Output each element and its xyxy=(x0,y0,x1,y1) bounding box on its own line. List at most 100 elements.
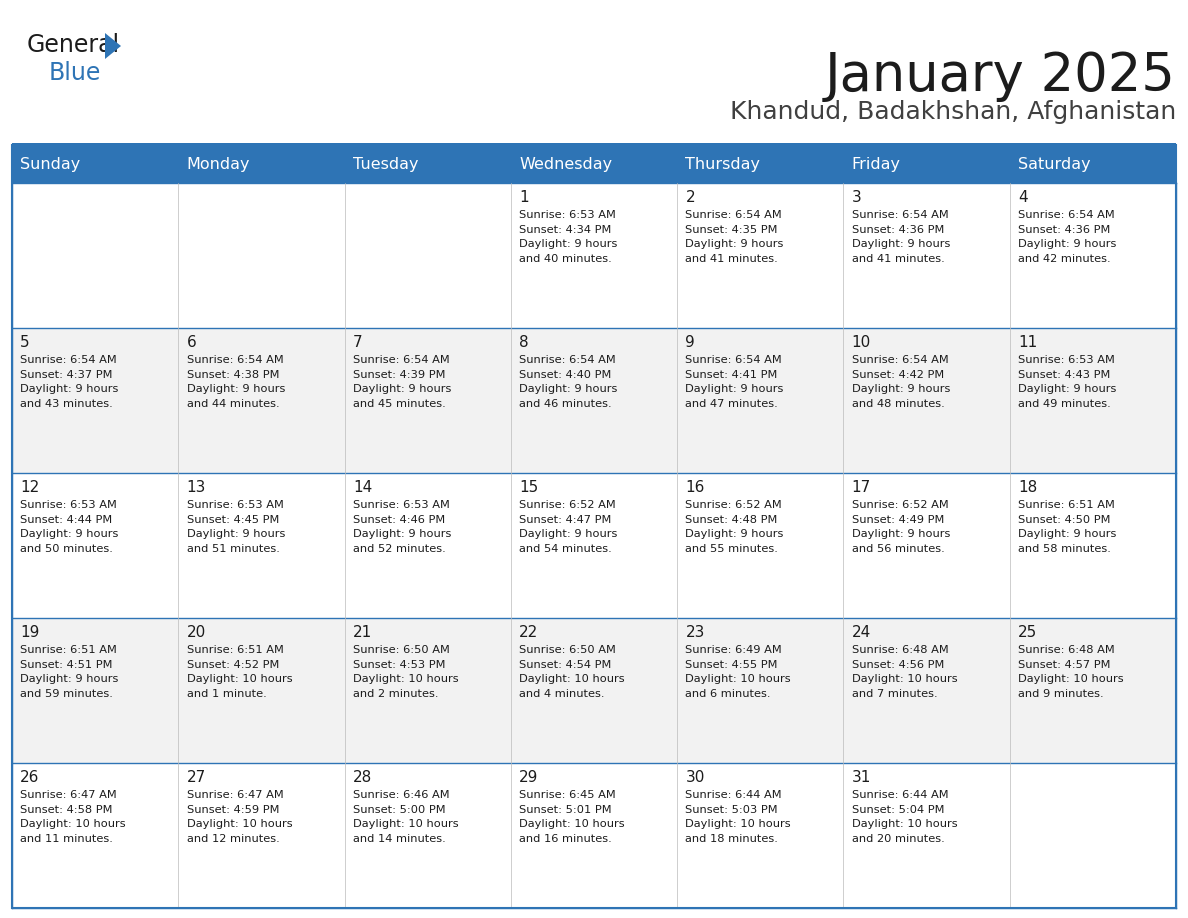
Text: Sunset: 5:00 PM: Sunset: 5:00 PM xyxy=(353,805,446,815)
Bar xyxy=(12,473,1176,618)
Text: Sunset: 4:52 PM: Sunset: 4:52 PM xyxy=(187,660,279,670)
Text: Daylight: 9 hours: Daylight: 9 hours xyxy=(852,240,950,250)
Text: and 6 minutes.: and 6 minutes. xyxy=(685,688,771,699)
Text: 8: 8 xyxy=(519,335,529,351)
Text: 6: 6 xyxy=(187,335,196,351)
Text: and 56 minutes.: and 56 minutes. xyxy=(852,543,944,554)
Text: January 2025: January 2025 xyxy=(826,50,1176,102)
Text: Daylight: 9 hours: Daylight: 9 hours xyxy=(187,385,285,394)
Text: Sunset: 4:36 PM: Sunset: 4:36 PM xyxy=(1018,225,1111,235)
Text: Sunset: 5:03 PM: Sunset: 5:03 PM xyxy=(685,805,778,815)
Text: 24: 24 xyxy=(852,625,871,640)
Text: Sunrise: 6:54 AM: Sunrise: 6:54 AM xyxy=(852,355,948,365)
Text: Sunrise: 6:54 AM: Sunrise: 6:54 AM xyxy=(187,355,284,365)
Text: and 4 minutes.: and 4 minutes. xyxy=(519,688,605,699)
Text: and 50 minutes.: and 50 minutes. xyxy=(20,543,113,554)
Text: Thursday: Thursday xyxy=(685,156,760,172)
Text: Sunset: 4:41 PM: Sunset: 4:41 PM xyxy=(685,370,778,380)
Text: Sunset: 4:55 PM: Sunset: 4:55 PM xyxy=(685,660,778,670)
Text: Sunrise: 6:54 AM: Sunrise: 6:54 AM xyxy=(353,355,449,365)
Text: and 9 minutes.: and 9 minutes. xyxy=(1018,688,1104,699)
Text: Sunrise: 6:54 AM: Sunrise: 6:54 AM xyxy=(852,210,948,220)
Text: and 55 minutes.: and 55 minutes. xyxy=(685,543,778,554)
Text: Blue: Blue xyxy=(49,61,101,85)
Text: Daylight: 10 hours: Daylight: 10 hours xyxy=(187,819,292,829)
Text: Sunrise: 6:54 AM: Sunrise: 6:54 AM xyxy=(20,355,118,365)
Text: Sunrise: 6:49 AM: Sunrise: 6:49 AM xyxy=(685,645,782,655)
Text: Daylight: 9 hours: Daylight: 9 hours xyxy=(187,530,285,539)
Text: Sunrise: 6:53 AM: Sunrise: 6:53 AM xyxy=(187,500,284,510)
Text: Daylight: 9 hours: Daylight: 9 hours xyxy=(1018,530,1117,539)
Text: Sunset: 4:54 PM: Sunset: 4:54 PM xyxy=(519,660,612,670)
Text: Daylight: 10 hours: Daylight: 10 hours xyxy=(353,819,459,829)
Text: Sunrise: 6:50 AM: Sunrise: 6:50 AM xyxy=(353,645,450,655)
Text: Khandud, Badakhshan, Afghanistan: Khandud, Badakhshan, Afghanistan xyxy=(729,100,1176,124)
Text: Daylight: 9 hours: Daylight: 9 hours xyxy=(519,530,618,539)
Text: Sunrise: 6:52 AM: Sunrise: 6:52 AM xyxy=(685,500,782,510)
Text: and 54 minutes.: and 54 minutes. xyxy=(519,543,612,554)
Bar xyxy=(12,145,1176,908)
Text: and 48 minutes.: and 48 minutes. xyxy=(852,398,944,409)
Text: 18: 18 xyxy=(1018,480,1037,495)
Text: Sunrise: 6:45 AM: Sunrise: 6:45 AM xyxy=(519,790,615,800)
Text: Sunset: 4:58 PM: Sunset: 4:58 PM xyxy=(20,805,113,815)
Text: Daylight: 9 hours: Daylight: 9 hours xyxy=(20,674,119,684)
Text: Friday: Friday xyxy=(852,156,901,172)
Text: Daylight: 9 hours: Daylight: 9 hours xyxy=(353,530,451,539)
Text: and 18 minutes.: and 18 minutes. xyxy=(685,834,778,844)
Text: and 44 minutes.: and 44 minutes. xyxy=(187,398,279,409)
Text: Sunset: 4:49 PM: Sunset: 4:49 PM xyxy=(852,515,944,525)
Text: Sunrise: 6:52 AM: Sunrise: 6:52 AM xyxy=(852,500,948,510)
Bar xyxy=(12,763,1176,908)
Text: Sunset: 4:59 PM: Sunset: 4:59 PM xyxy=(187,805,279,815)
Text: Daylight: 10 hours: Daylight: 10 hours xyxy=(852,674,958,684)
Text: 27: 27 xyxy=(187,770,206,785)
Text: Daylight: 9 hours: Daylight: 9 hours xyxy=(685,385,784,394)
Text: Monday: Monday xyxy=(187,156,251,172)
Text: Sunset: 4:57 PM: Sunset: 4:57 PM xyxy=(1018,660,1111,670)
Text: Sunrise: 6:51 AM: Sunrise: 6:51 AM xyxy=(1018,500,1114,510)
Text: and 41 minutes.: and 41 minutes. xyxy=(852,253,944,263)
Text: 2: 2 xyxy=(685,190,695,206)
Text: Sunset: 4:47 PM: Sunset: 4:47 PM xyxy=(519,515,612,525)
Text: 20: 20 xyxy=(187,625,206,640)
Text: Sunrise: 6:44 AM: Sunrise: 6:44 AM xyxy=(685,790,782,800)
Text: Sunset: 5:04 PM: Sunset: 5:04 PM xyxy=(852,805,944,815)
Text: Sunrise: 6:53 AM: Sunrise: 6:53 AM xyxy=(20,500,118,510)
Text: Sunrise: 6:47 AM: Sunrise: 6:47 AM xyxy=(187,790,284,800)
Text: Sunset: 4:34 PM: Sunset: 4:34 PM xyxy=(519,225,612,235)
Text: 23: 23 xyxy=(685,625,704,640)
Text: 28: 28 xyxy=(353,770,372,785)
Text: Saturday: Saturday xyxy=(1018,156,1091,172)
Text: 5: 5 xyxy=(20,335,30,351)
Text: Sunrise: 6:46 AM: Sunrise: 6:46 AM xyxy=(353,790,449,800)
Text: 14: 14 xyxy=(353,480,372,495)
Text: Daylight: 9 hours: Daylight: 9 hours xyxy=(1018,240,1117,250)
Text: and 59 minutes.: and 59 minutes. xyxy=(20,688,113,699)
Text: and 20 minutes.: and 20 minutes. xyxy=(852,834,944,844)
Text: Daylight: 9 hours: Daylight: 9 hours xyxy=(852,385,950,394)
Text: Sunset: 4:38 PM: Sunset: 4:38 PM xyxy=(187,370,279,380)
Text: 1: 1 xyxy=(519,190,529,206)
Text: and 41 minutes.: and 41 minutes. xyxy=(685,253,778,263)
Text: Sunset: 4:43 PM: Sunset: 4:43 PM xyxy=(1018,370,1111,380)
Text: General: General xyxy=(27,33,120,57)
Text: 30: 30 xyxy=(685,770,704,785)
Text: Sunrise: 6:54 AM: Sunrise: 6:54 AM xyxy=(685,355,782,365)
Text: 10: 10 xyxy=(852,335,871,351)
Text: 3: 3 xyxy=(852,190,861,206)
Text: Sunrise: 6:48 AM: Sunrise: 6:48 AM xyxy=(852,645,948,655)
Bar xyxy=(12,183,1176,328)
Text: Daylight: 10 hours: Daylight: 10 hours xyxy=(685,819,791,829)
Text: Sunset: 4:42 PM: Sunset: 4:42 PM xyxy=(852,370,944,380)
Text: Daylight: 10 hours: Daylight: 10 hours xyxy=(685,674,791,684)
Bar xyxy=(12,145,1176,183)
Text: 21: 21 xyxy=(353,625,372,640)
Text: Daylight: 9 hours: Daylight: 9 hours xyxy=(685,240,784,250)
Text: 12: 12 xyxy=(20,480,39,495)
Text: Daylight: 9 hours: Daylight: 9 hours xyxy=(353,385,451,394)
Text: and 2 minutes.: and 2 minutes. xyxy=(353,688,438,699)
Text: Sunrise: 6:51 AM: Sunrise: 6:51 AM xyxy=(187,645,284,655)
Text: Daylight: 10 hours: Daylight: 10 hours xyxy=(852,819,958,829)
Text: and 40 minutes.: and 40 minutes. xyxy=(519,253,612,263)
